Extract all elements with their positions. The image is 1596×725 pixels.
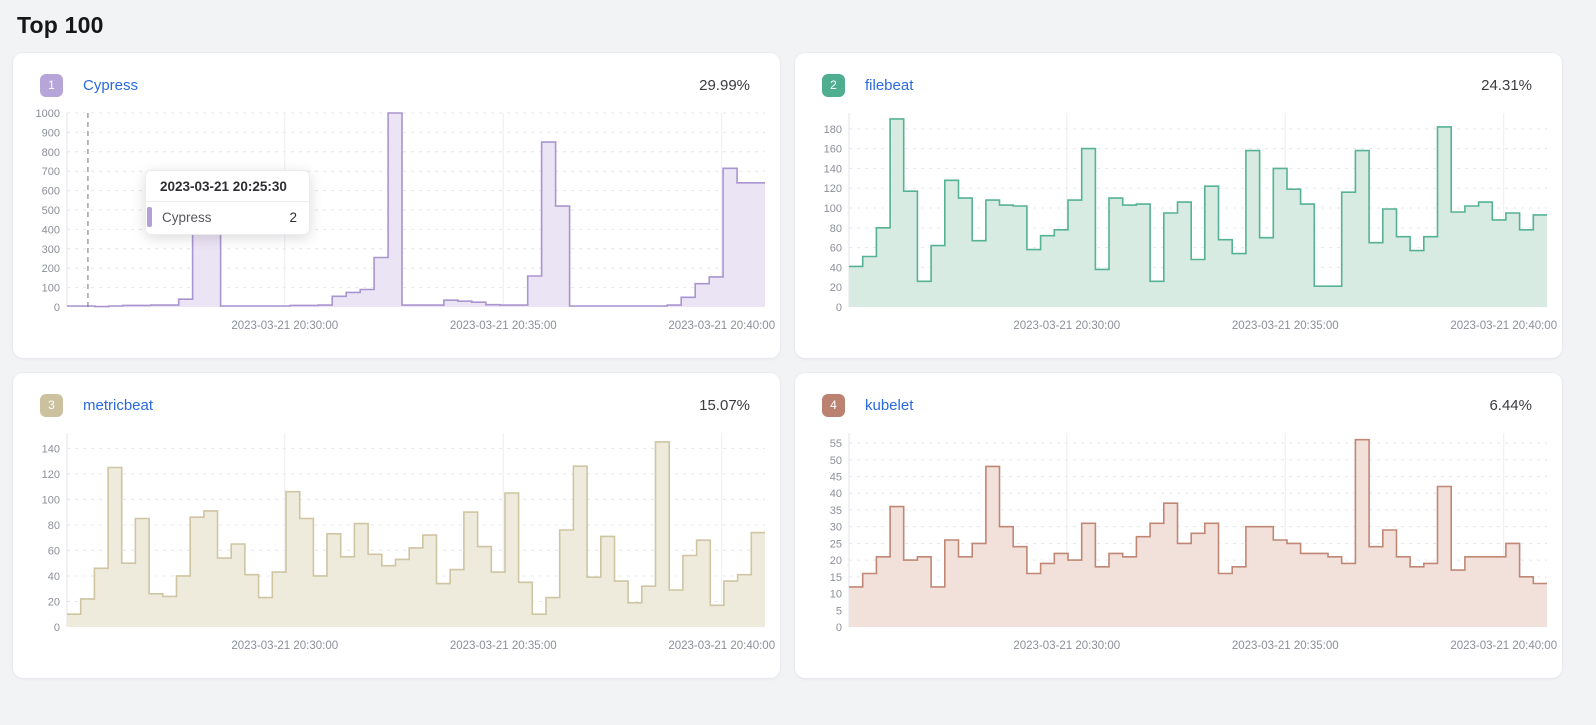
svg-text:40: 40 — [830, 262, 842, 274]
svg-text:100: 100 — [42, 283, 60, 295]
svg-text:45: 45 — [830, 471, 842, 483]
svg-text:400: 400 — [42, 224, 60, 236]
svg-text:0: 0 — [54, 302, 60, 314]
cards-grid: 1 Cypress 29.99% 0 100 200 300 400 500 600 700 8… — [13, 53, 1596, 678]
series-link[interactable]: metricbeat — [83, 396, 154, 414]
svg-text:600: 600 — [42, 186, 60, 198]
svg-text:2023-03-21 20:30:00: 2023-03-21 20:30:00 — [231, 320, 338, 332]
svg-text:1000: 1000 — [36, 108, 60, 120]
svg-text:140: 140 — [42, 443, 60, 455]
svg-text:500: 500 — [42, 205, 60, 217]
card-header: 1 Cypress 29.99% — [13, 53, 780, 97]
svg-text:30: 30 — [830, 522, 842, 534]
svg-text:2023-03-21 20:40:00: 2023-03-21 20:40:00 — [668, 640, 775, 652]
svg-text:900: 900 — [42, 127, 60, 139]
svg-text:2023-03-21 20:35:00: 2023-03-21 20:35:00 — [1232, 640, 1339, 652]
tooltip-marker — [147, 207, 152, 227]
svg-text:5: 5 — [836, 605, 842, 617]
svg-text:160: 160 — [824, 144, 842, 156]
svg-text:55: 55 — [830, 438, 842, 450]
svg-text:0: 0 — [54, 622, 60, 634]
svg-text:60: 60 — [48, 545, 60, 557]
svg-text:120: 120 — [42, 469, 60, 481]
svg-text:50: 50 — [830, 455, 842, 467]
percent-value: 15.07% — [699, 396, 750, 414]
area-chart[interactable]: 0 20 40 60 80 100 120 140 2023-03-21 20:30:00 202… — [27, 421, 776, 667]
svg-text:200: 200 — [42, 263, 60, 275]
svg-text:2023-03-21 20:30:00: 2023-03-21 20:30:00 — [1013, 320, 1120, 332]
svg-text:80: 80 — [48, 520, 60, 532]
chart-card-kubelet: 4 kubelet 6.44% 0 5 10 15 20 25 30 35 40 45 50 55 20… — [795, 373, 1562, 678]
percent-value: 6.44% — [1489, 396, 1532, 414]
svg-text:40: 40 — [830, 488, 842, 500]
svg-text:0: 0 — [836, 622, 842, 634]
svg-text:140: 140 — [824, 163, 842, 175]
rank-badge: 4 — [822, 393, 845, 417]
percent-value: 24.31% — [1481, 76, 1532, 94]
chart-card-cypress: 1 Cypress 29.99% 0 100 200 300 400 500 600 700 8… — [13, 53, 780, 358]
card-header: 2 filebeat 24.31% — [795, 53, 1562, 97]
area-chart[interactable]: 0 5 10 15 20 25 30 35 40 45 50 55 2023-03-21 20:30:0… — [809, 421, 1558, 667]
series-link[interactable]: Cypress — [83, 76, 139, 94]
chart-card-filebeat: 2 filebeat 24.31% 0 20 40 60 80 100 120 140 160 1… — [795, 53, 1562, 358]
svg-text:25: 25 — [830, 538, 842, 550]
chart-card-metricbeat: 3 metricbeat 15.07% 0 20 40 60 80 100 120 140 20… — [13, 373, 780, 678]
percent-value: 29.99% — [699, 76, 750, 94]
svg-text:800: 800 — [42, 147, 60, 159]
svg-text:100: 100 — [824, 203, 842, 215]
svg-text:100: 100 — [42, 494, 60, 506]
svg-text:20: 20 — [830, 555, 842, 567]
svg-text:2023-03-21 20:35:00: 2023-03-21 20:35:00 — [450, 320, 557, 332]
svg-text:2023-03-21 20:40:00: 2023-03-21 20:40:00 — [1450, 640, 1557, 652]
svg-text:20: 20 — [48, 596, 60, 608]
svg-text:80: 80 — [830, 223, 842, 235]
rank-badge: 2 — [822, 73, 845, 97]
series-link[interactable]: filebeat — [865, 76, 914, 94]
svg-text:2023-03-21 20:30:00: 2023-03-21 20:30:00 — [1013, 640, 1120, 652]
card-header: 3 metricbeat 15.07% — [13, 373, 780, 417]
svg-text:20: 20 — [830, 282, 842, 294]
page-title: Top 100 — [17, 12, 104, 38]
svg-text:0: 0 — [836, 302, 842, 314]
series-link[interactable]: kubelet — [865, 396, 914, 414]
svg-text:180: 180 — [824, 124, 842, 136]
area-chart[interactable]: 0 20 40 60 80 100 120 140 160 180 2023-03-21 20:30… — [809, 101, 1558, 347]
card-header: 4 kubelet 6.44% — [795, 373, 1562, 417]
svg-text:2023-03-21 20:40:00: 2023-03-21 20:40:00 — [668, 320, 775, 332]
svg-text:2023-03-21 20:35:00: 2023-03-21 20:35:00 — [1232, 320, 1339, 332]
svg-text:40: 40 — [48, 571, 60, 583]
rank-badge: 1 — [40, 73, 63, 97]
svg-text:300: 300 — [42, 244, 60, 256]
rank-badge: 3 — [40, 393, 63, 417]
svg-text:60: 60 — [830, 243, 842, 255]
svg-text:35: 35 — [830, 505, 842, 517]
svg-text:10: 10 — [830, 589, 842, 601]
tooltip-series-value: 2 — [289, 209, 297, 225]
tooltip-series-label: Cypress — [162, 209, 212, 225]
area-chart[interactable]: 0 100 200 300 400 500 600 700 800 900 1000 2023-03-… — [27, 101, 776, 347]
svg-text:700: 700 — [42, 166, 60, 178]
tooltip-row: Cypress 2 — [146, 202, 309, 234]
svg-text:120: 120 — [824, 183, 842, 195]
svg-text:2023-03-21 20:30:00: 2023-03-21 20:30:00 — [231, 640, 338, 652]
chart-tooltip: 2023-03-21 20:25:30 Cypress 2 — [145, 170, 310, 235]
tooltip-timestamp: 2023-03-21 20:25:30 — [146, 171, 309, 202]
svg-text:2023-03-21 20:35:00: 2023-03-21 20:35:00 — [450, 640, 557, 652]
svg-text:2023-03-21 20:40:00: 2023-03-21 20:40:00 — [1450, 320, 1557, 332]
svg-text:15: 15 — [830, 572, 842, 584]
